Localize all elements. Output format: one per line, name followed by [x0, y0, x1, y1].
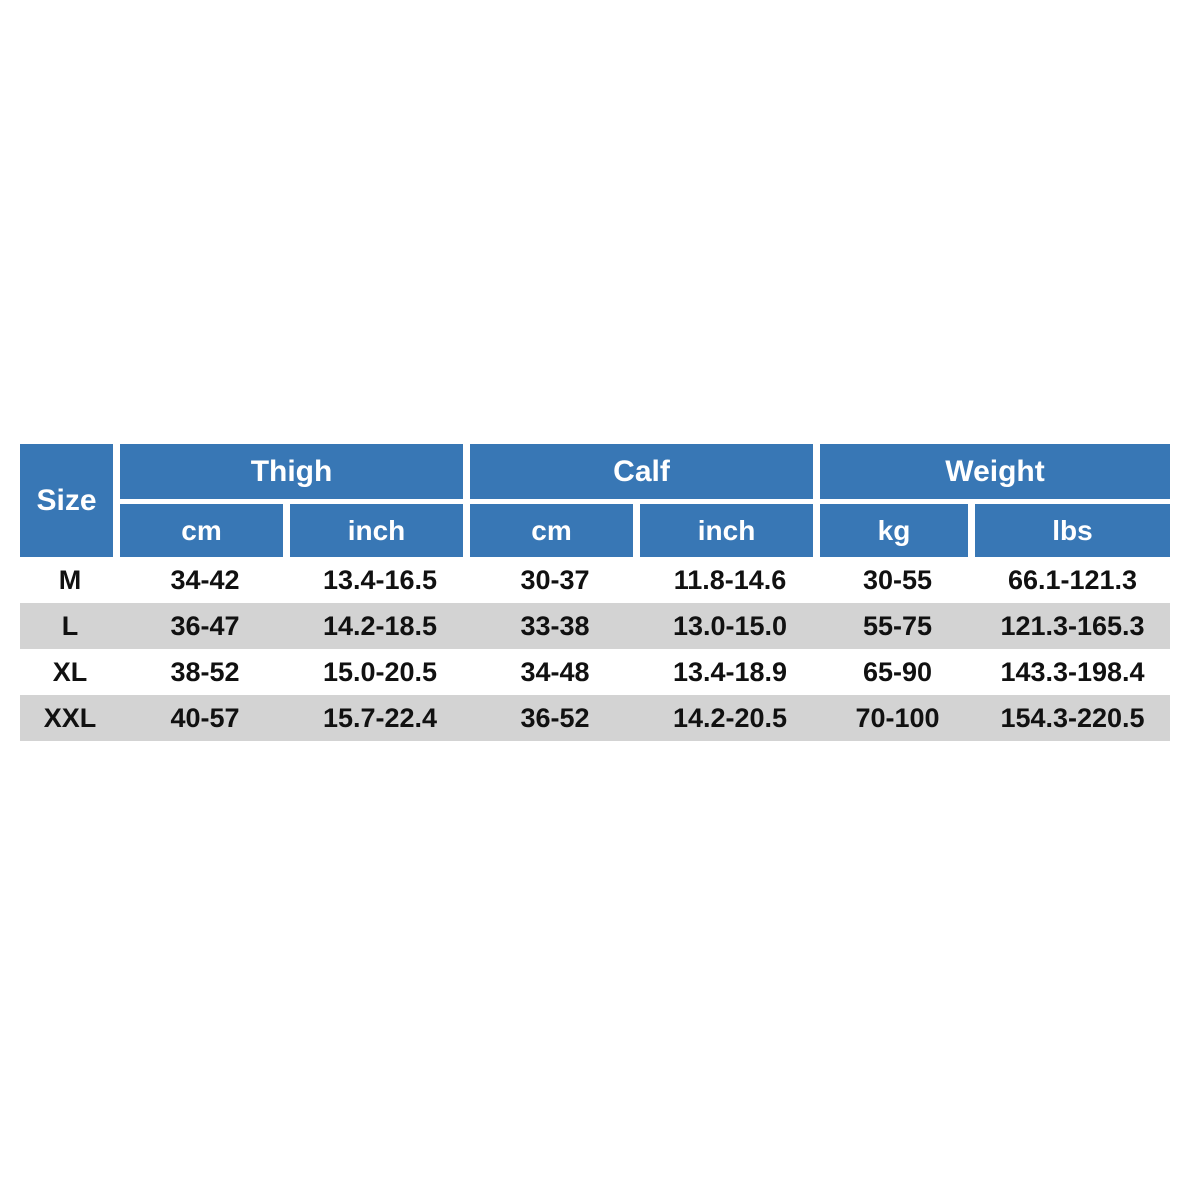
cell-calf-cm: 33-38	[470, 603, 641, 649]
cell-thigh-inch: 15.0-20.5	[322, 656, 438, 687]
header-unit-thigh-cm: cm	[120, 504, 290, 557]
cell-size: XXL	[20, 695, 120, 741]
cell-thigh-cm: 34-42	[170, 564, 240, 595]
cell-weight-lbs: 154.3-220.5	[975, 695, 1171, 741]
header-unit-weight-kg: kg	[820, 504, 976, 557]
header-size: Size	[20, 444, 120, 557]
cell-thigh-inch: 14.2-18.5	[290, 603, 471, 649]
cell-thigh-inch: 15.7-22.4	[290, 695, 471, 741]
cell-weight-lbs: 66.1-121.3	[1007, 564, 1138, 595]
cell-calf-inch: 13.4-18.9	[672, 656, 788, 687]
table-row-m: M 34-42 13.4-16.5 30-37 11.8-14.6 30-55 …	[20, 557, 1170, 603]
table-row-xxl: XXL 40-57 15.7-22.4 36-52 14.2-20.5 70-1…	[20, 695, 1171, 741]
cell-calf-inch: 14.2-20.5	[640, 695, 821, 741]
header-unit-weight-lbs: lbs	[975, 504, 1171, 557]
header-group-weight: Weight	[820, 444, 1171, 504]
cell-thigh-cm: 36-47	[120, 603, 290, 649]
cell-weight-kg: 30-55	[862, 564, 933, 595]
table-row-l: L 36-47 14.2-18.5 33-38 13.0-15.0 55-75 …	[20, 603, 1171, 649]
header-unit-thigh-inch: inch	[290, 504, 471, 557]
header-group-thigh: Thigh	[120, 444, 471, 504]
cell-calf-cm: 36-52	[470, 695, 641, 741]
header-unit-calf-inch: inch	[640, 504, 821, 557]
header-unit-row: cm inch cm inch kg lbs	[20, 504, 1171, 557]
cell-calf-inch: 13.0-15.0	[640, 603, 821, 649]
cell-calf-cm: 30-37	[520, 564, 590, 595]
cell-weight-lbs: 143.3-198.4	[1000, 656, 1145, 687]
cell-thigh-cm: 40-57	[120, 695, 290, 741]
cell-size: XL	[52, 656, 88, 687]
cell-calf-cm: 34-48	[520, 656, 590, 687]
table-row-xl: XL 38-52 15.0-20.5 34-48 13.4-18.9 65-90…	[20, 649, 1170, 695]
size-chart-wrapper: Size Thigh Calf Weight cm inch cm inch k…	[20, 444, 1171, 741]
header-unit-calf-cm: cm	[470, 504, 641, 557]
cell-calf-inch: 11.8-14.6	[673, 564, 787, 595]
cell-thigh-inch: 13.4-16.5	[322, 564, 438, 595]
cell-weight-kg: 55-75	[820, 603, 976, 649]
cell-weight-lbs: 121.3-165.3	[975, 603, 1171, 649]
size-chart-table: Size Thigh Calf Weight cm inch cm inch k…	[20, 444, 1171, 741]
cell-weight-kg: 70-100	[820, 695, 976, 741]
header-group-calf: Calf	[470, 444, 821, 504]
header-group-row: Size Thigh Calf Weight	[20, 444, 1171, 557]
cell-size: M	[58, 564, 82, 595]
cell-size: L	[20, 603, 120, 649]
cell-weight-kg: 65-90	[862, 656, 933, 687]
cell-thigh-cm: 38-52	[170, 656, 240, 687]
